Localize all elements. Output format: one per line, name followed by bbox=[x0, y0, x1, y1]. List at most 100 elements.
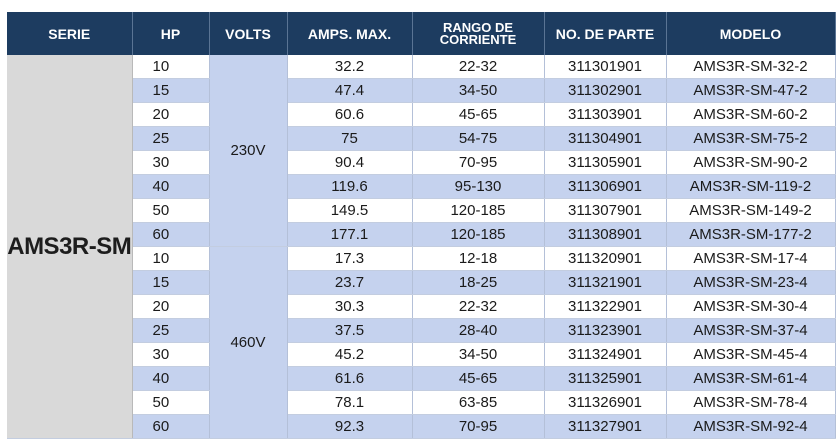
modelo-cell: AMS3R-SM-60-2 bbox=[666, 102, 836, 127]
parte-cell: 311303901 bbox=[544, 102, 667, 127]
rango-cell: 12-18 bbox=[412, 246, 545, 271]
rango-cell: 45-65 bbox=[412, 366, 545, 391]
hp-cell: 60 bbox=[132, 222, 210, 247]
amps-cell: 61.6 bbox=[287, 366, 413, 391]
modelo-cell: AMS3R-SM-45-4 bbox=[666, 342, 836, 367]
parte-cell: 311327901 bbox=[544, 414, 667, 439]
modelo-cell: AMS3R-SM-17-4 bbox=[666, 246, 836, 271]
modelo-cell: AMS3R-SM-149-2 bbox=[666, 198, 836, 223]
rango-cell: 45-65 bbox=[412, 102, 545, 127]
header-rango-line1: RANGO DE bbox=[442, 19, 514, 35]
table-row: 50 78.1 63-85 311326901 AMS3R-SM-78-4 bbox=[7, 390, 836, 415]
volts-cell: 230V bbox=[209, 55, 288, 247]
modelo-cell: AMS3R-SM-119-2 bbox=[666, 174, 836, 199]
parte-cell: 311320901 bbox=[544, 246, 667, 271]
hp-cell: 30 bbox=[132, 150, 210, 175]
header-serie: SERIE bbox=[7, 12, 133, 55]
table-row: 20 60.6 45-65 311303901 AMS3R-SM-60-2 bbox=[7, 102, 836, 127]
modelo-cell: AMS3R-SM-32-2 bbox=[666, 55, 836, 79]
hp-cell: 40 bbox=[132, 174, 210, 199]
modelo-cell: AMS3R-SM-78-4 bbox=[666, 390, 836, 415]
header-modelo: MODELO bbox=[666, 12, 836, 55]
table-row: 40 119.6 95-130 311306901 AMS3R-SM-119-2 bbox=[7, 174, 836, 199]
parte-cell: 311321901 bbox=[544, 270, 667, 295]
amps-cell: 177.1 bbox=[287, 222, 413, 247]
amps-cell: 60.6 bbox=[287, 102, 413, 127]
rango-cell: 70-95 bbox=[412, 414, 545, 439]
amps-cell: 119.6 bbox=[287, 174, 413, 199]
table-row: 25 75 54-75 311304901 AMS3R-SM-75-2 bbox=[7, 126, 836, 151]
amps-cell: 78.1 bbox=[287, 390, 413, 415]
hp-cell: 40 bbox=[132, 366, 210, 391]
modelo-cell: AMS3R-SM-61-4 bbox=[666, 366, 836, 391]
hp-cell: 25 bbox=[132, 126, 210, 151]
rango-cell: 120-185 bbox=[412, 198, 545, 223]
amps-cell: 23.7 bbox=[287, 270, 413, 295]
table-row: 15 23.7 18-25 311321901 AMS3R-SM-23-4 bbox=[7, 270, 836, 295]
rango-cell: 22-32 bbox=[412, 55, 545, 79]
rango-cell: 34-50 bbox=[412, 78, 545, 103]
rango-cell: 70-95 bbox=[412, 150, 545, 175]
table-row: 60 177.1 120-185 311308901 AMS3R-SM-177-2 bbox=[7, 222, 836, 247]
modelo-cell: AMS3R-SM-37-4 bbox=[666, 318, 836, 343]
hp-cell: 10 bbox=[132, 55, 210, 79]
hp-cell: 50 bbox=[132, 390, 210, 415]
amps-cell: 37.5 bbox=[287, 318, 413, 343]
parte-cell: 311322901 bbox=[544, 294, 667, 319]
parte-cell: 311308901 bbox=[544, 222, 667, 247]
hp-cell: 15 bbox=[132, 78, 210, 103]
amps-cell: 30.3 bbox=[287, 294, 413, 319]
parte-cell: 311305901 bbox=[544, 150, 667, 175]
modelo-cell: AMS3R-SM-23-4 bbox=[666, 270, 836, 295]
rango-cell: 22-32 bbox=[412, 294, 545, 319]
modelo-cell: AMS3R-SM-177-2 bbox=[666, 222, 836, 247]
hp-cell: 30 bbox=[132, 342, 210, 367]
modelo-cell: AMS3R-SM-90-2 bbox=[666, 150, 836, 175]
rango-cell: 34-50 bbox=[412, 342, 545, 367]
amps-cell: 92.3 bbox=[287, 414, 413, 439]
parte-cell: 311307901 bbox=[544, 198, 667, 223]
amps-cell: 45.2 bbox=[287, 342, 413, 367]
hp-cell: 10 bbox=[132, 246, 210, 271]
rango-cell: 63-85 bbox=[412, 390, 545, 415]
rango-cell: 54-75 bbox=[412, 126, 545, 151]
rango-cell: 120-185 bbox=[412, 222, 545, 247]
volts-cell: 460V bbox=[209, 246, 288, 439]
table-row: 15 47.4 34-50 311302901 AMS3R-SM-47-2 bbox=[7, 78, 836, 103]
hp-cell: 20 bbox=[132, 102, 210, 127]
parte-cell: 311302901 bbox=[544, 78, 667, 103]
modelo-cell: AMS3R-SM-47-2 bbox=[666, 78, 836, 103]
amps-cell: 75 bbox=[287, 126, 413, 151]
amps-cell: 149.5 bbox=[287, 198, 413, 223]
header-volts: VOLTS bbox=[209, 12, 288, 55]
amps-cell: 17.3 bbox=[287, 246, 413, 271]
hp-cell: 25 bbox=[132, 318, 210, 343]
table-body: AMS3R-SM 10 230V 32.2 22-32 311301901 AMS3R-SM… bbox=[7, 55, 836, 439]
serie-cell: AMS3R-SM bbox=[7, 55, 133, 439]
rango-cell: 18-25 bbox=[412, 270, 545, 295]
table-row: 60 92.3 70-95 311327901 AMS3R-SM-92-4 bbox=[7, 414, 836, 439]
table-row: 25 37.5 28-40 311323901 AMS3R-SM-37-4 bbox=[7, 318, 836, 343]
header-rango-corriente: RANGO DE CORRIENTE bbox=[412, 12, 545, 55]
table-row: 40 61.6 45-65 311325901 AMS3R-SM-61-4 bbox=[7, 366, 836, 391]
header-rango-line2: CORRIENTE bbox=[439, 31, 517, 47]
header-amps-max: AMPS. MAX. bbox=[287, 12, 413, 55]
parte-cell: 311326901 bbox=[544, 390, 667, 415]
table-row: 20 30.3 22-32 311322901 AMS3R-SM-30-4 bbox=[7, 294, 836, 319]
table-row: 50 149.5 120-185 311307901 AMS3R-SM-149-2 bbox=[7, 198, 836, 223]
parte-cell: 311325901 bbox=[544, 366, 667, 391]
amps-cell: 32.2 bbox=[287, 55, 413, 79]
parte-cell: 311324901 bbox=[544, 342, 667, 367]
modelo-cell: AMS3R-SM-92-4 bbox=[666, 414, 836, 439]
rango-cell: 95-130 bbox=[412, 174, 545, 199]
header-hp: HP bbox=[132, 12, 210, 55]
amps-cell: 90.4 bbox=[287, 150, 413, 175]
table-row: 10 460V 17.3 12-18 311320901 AMS3R-SM-17-4 bbox=[7, 246, 836, 439]
header-no-de-parte: NO. DE PARTE bbox=[544, 12, 667, 55]
header-row: SERIE HP VOLTS AMPS. MAX. RANGO DE CORRI… bbox=[7, 12, 836, 55]
hp-cell: 20 bbox=[132, 294, 210, 319]
table-row: 30 45.2 34-50 311324901 AMS3R-SM-45-4 bbox=[7, 342, 836, 367]
rango-cell: 28-40 bbox=[412, 318, 545, 343]
hp-cell: 60 bbox=[132, 414, 210, 439]
parte-cell: 311306901 bbox=[544, 174, 667, 199]
